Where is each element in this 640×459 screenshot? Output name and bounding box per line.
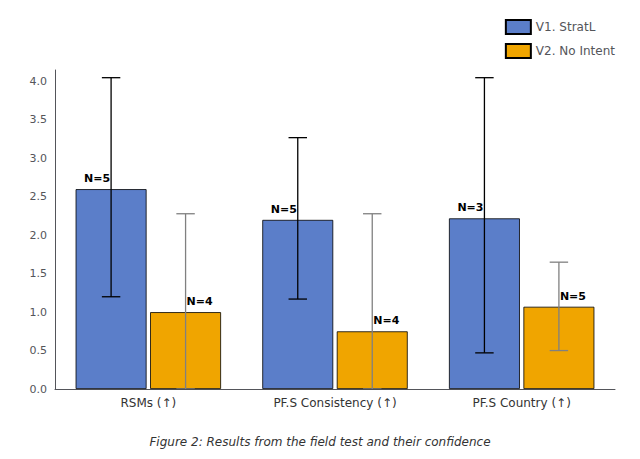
svg-text:RSMs (↑): RSMs (↑) bbox=[120, 396, 176, 410]
svg-text:N=5: N=5 bbox=[84, 172, 110, 185]
svg-text:Figure 2: Results from the fie: Figure 2: Results from the field test an… bbox=[149, 435, 490, 449]
svg-text:PF.S Consistency (↑): PF.S Consistency (↑) bbox=[273, 396, 396, 410]
svg-text:3.5: 3.5 bbox=[30, 113, 48, 126]
svg-text:4.0: 4.0 bbox=[30, 75, 48, 88]
svg-text:3.0: 3.0 bbox=[30, 152, 48, 165]
svg-text:V2. No Intent: V2. No Intent bbox=[536, 44, 615, 58]
svg-text:2.0: 2.0 bbox=[30, 229, 48, 242]
svg-text:0.0: 0.0 bbox=[30, 383, 48, 396]
svg-text:N=5: N=5 bbox=[271, 203, 297, 216]
svg-text:V1. StratL: V1. StratL bbox=[536, 20, 596, 34]
svg-text:1.0: 1.0 bbox=[30, 306, 48, 319]
svg-text:1.5: 1.5 bbox=[30, 267, 48, 280]
svg-text:N=5: N=5 bbox=[560, 290, 586, 303]
svg-text:0.5: 0.5 bbox=[30, 344, 48, 357]
svg-text:N=3: N=3 bbox=[457, 201, 483, 214]
svg-text:N=4: N=4 bbox=[373, 314, 399, 327]
svg-text:N=4: N=4 bbox=[187, 295, 213, 308]
svg-text:2.5: 2.5 bbox=[30, 190, 48, 203]
svg-text:PF.S Country (↑): PF.S Country (↑) bbox=[472, 396, 570, 410]
